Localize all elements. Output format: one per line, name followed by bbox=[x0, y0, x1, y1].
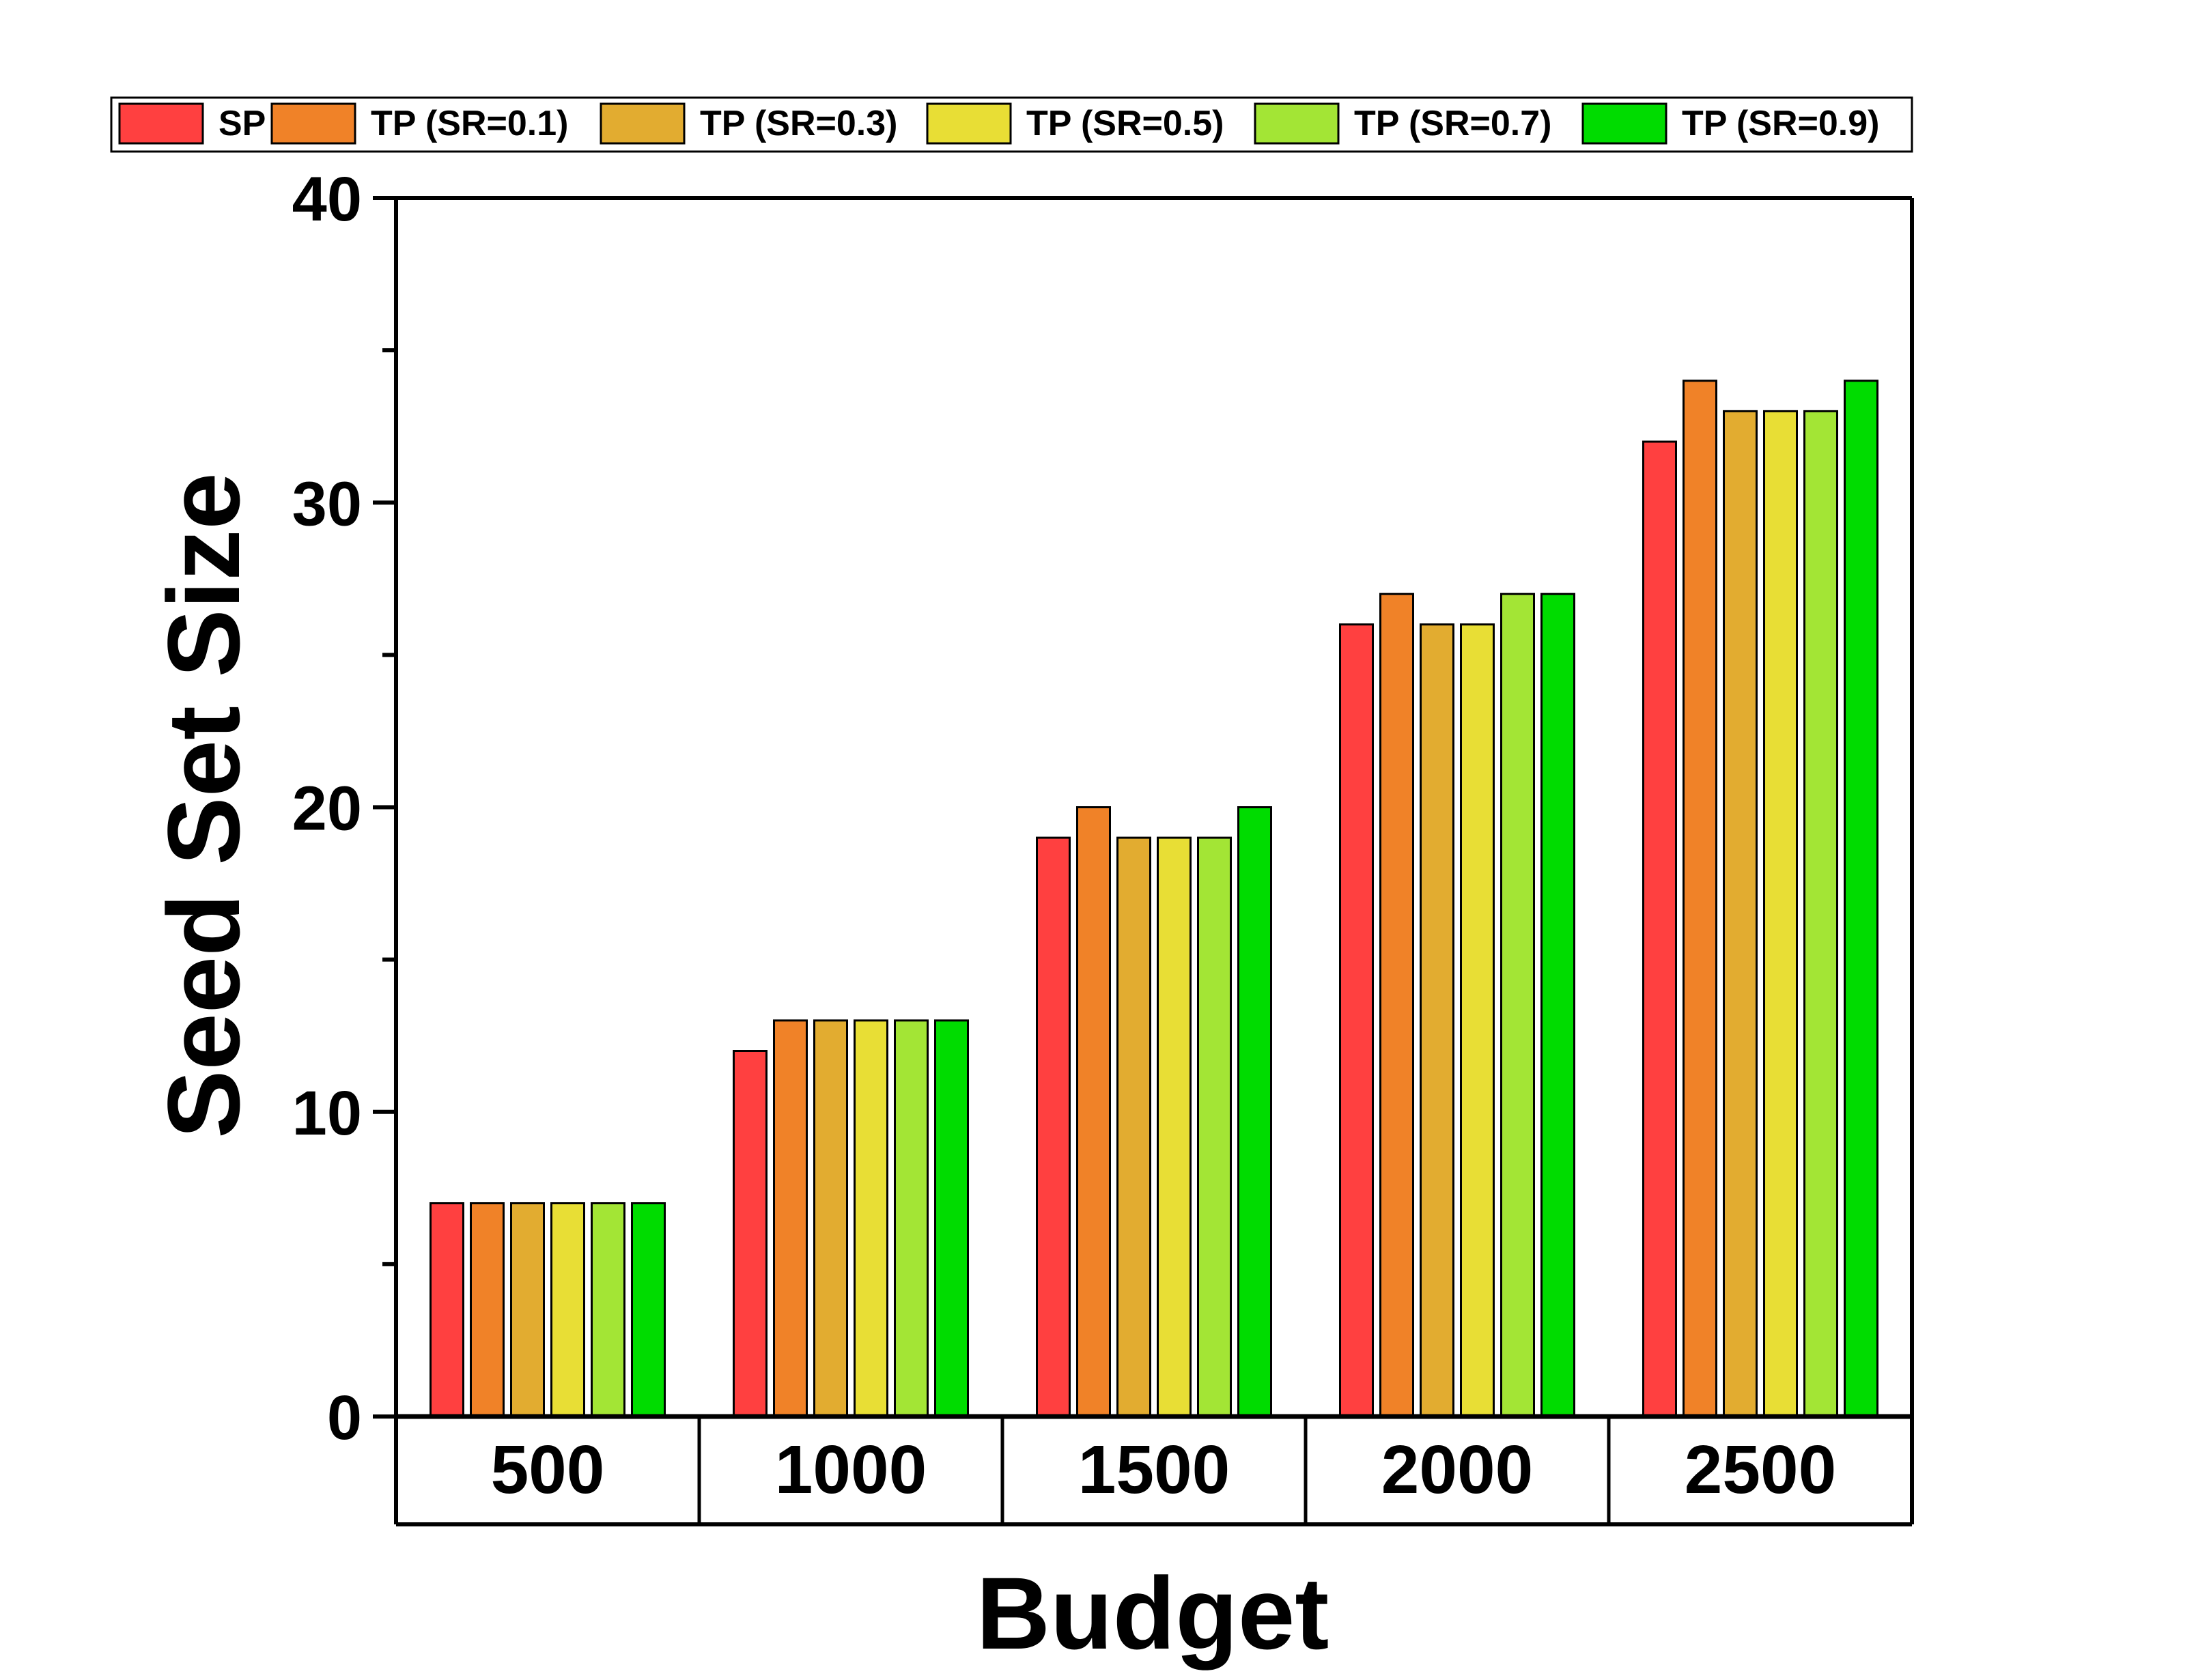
bar-1000-series-5 bbox=[934, 1019, 969, 1418]
legend: SP TP (SR=0.1) TP (SR=0.3) TP (SR=0.5) TP (S… bbox=[110, 96, 1913, 153]
x-tick-label: 500 bbox=[491, 1432, 605, 1508]
bar-500-series-5 bbox=[631, 1202, 666, 1418]
legend-label: TP (SR=0.5) bbox=[1026, 104, 1224, 143]
y-tick-label: 30 bbox=[292, 469, 362, 539]
bar-2000-series-5 bbox=[1540, 593, 1575, 1418]
bar-2000-series-3 bbox=[1460, 623, 1495, 1418]
legend-swatch bbox=[600, 102, 686, 145]
legend-label: TP (SR=0.1) bbox=[371, 104, 568, 143]
bar-1000-series-0 bbox=[733, 1050, 768, 1418]
bar-2000-series-1 bbox=[1379, 593, 1414, 1418]
bar-2500-series-2 bbox=[1723, 410, 1758, 1418]
bar-2000-series-4 bbox=[1500, 593, 1535, 1418]
legend-label: TP (SR=0.3) bbox=[700, 104, 897, 143]
bar-2000-series-0 bbox=[1339, 623, 1374, 1418]
bar-1000-series-1 bbox=[773, 1019, 808, 1418]
bar-1000-series-4 bbox=[894, 1019, 929, 1418]
bar-2500-series-5 bbox=[1844, 380, 1878, 1418]
bar-1500-series-2 bbox=[1116, 836, 1151, 1418]
y-tick-label: 10 bbox=[292, 1079, 362, 1148]
bar-2500-series-0 bbox=[1642, 440, 1677, 1418]
bar-1500-series-1 bbox=[1076, 806, 1111, 1418]
bars-group bbox=[430, 380, 1878, 1418]
legend-swatch bbox=[1581, 102, 1667, 145]
bar-1500-series-5 bbox=[1237, 806, 1272, 1418]
bar-2500-series-1 bbox=[1683, 380, 1717, 1418]
x-tick-label: 2000 bbox=[1381, 1432, 1533, 1508]
legend-swatch bbox=[926, 102, 1012, 145]
bar-500-series-3 bbox=[550, 1202, 585, 1418]
bar-500-series-4 bbox=[591, 1202, 625, 1418]
legend-label: TP (SR=0.7) bbox=[1354, 104, 1551, 143]
x-tick-label: 1000 bbox=[775, 1432, 927, 1508]
bar-1500-series-3 bbox=[1157, 836, 1192, 1418]
bar-2500-series-4 bbox=[1803, 410, 1838, 1418]
legend-swatch bbox=[1254, 102, 1340, 145]
y-tick-label: 20 bbox=[292, 774, 362, 844]
bar-1500-series-4 bbox=[1197, 836, 1232, 1418]
legend-label: TP (SR=0.9) bbox=[1682, 104, 1879, 143]
bar-2500-series-3 bbox=[1763, 410, 1798, 1418]
bar-500-series-0 bbox=[430, 1202, 464, 1418]
bar-500-series-1 bbox=[470, 1202, 505, 1418]
bar-1000-series-3 bbox=[854, 1019, 888, 1418]
bar-1500-series-0 bbox=[1036, 836, 1071, 1418]
axes-group: 500 1000 1500 2000 2500 0 10 20 30 40 bbox=[292, 165, 1914, 1526]
legend-swatch bbox=[270, 102, 356, 145]
y-tick-label: 40 bbox=[292, 165, 362, 234]
legend-swatch bbox=[118, 102, 204, 145]
y-axis-label: Seed Set Size bbox=[146, 472, 261, 1138]
y-tick-label: 0 bbox=[327, 1383, 362, 1453]
x-tick-label: 1500 bbox=[1078, 1432, 1230, 1508]
legend-label: SP bbox=[219, 104, 266, 143]
x-tick-label: 2500 bbox=[1685, 1432, 1836, 1508]
bar-1000-series-2 bbox=[813, 1019, 848, 1418]
bar-500-series-2 bbox=[510, 1202, 545, 1418]
x-axis-label: Budget bbox=[976, 1556, 1329, 1670]
bar-2000-series-2 bbox=[1420, 623, 1454, 1418]
